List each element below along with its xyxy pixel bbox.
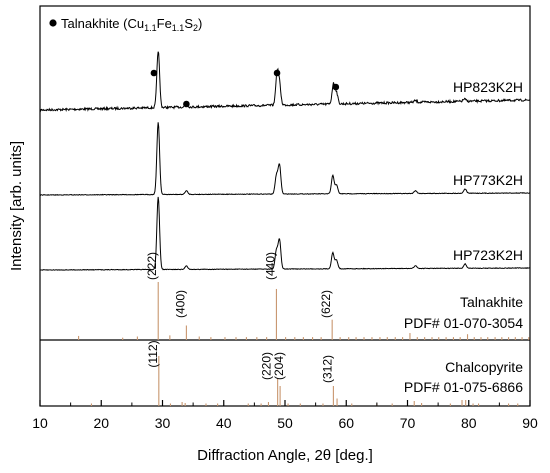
reference-Talnakhite: (222) (400) (440) (622) Talnakhite PDF# 01-07… [78, 252, 530, 340]
talnakhite-peak-marker [150, 69, 158, 77]
legend: Talnakhite (Cu1.1Fe1.1S2) [49, 16, 202, 33]
y-axis-label: Intensity [arb. units] [8, 141, 25, 271]
x-tick-label: 80 [461, 415, 477, 431]
legend-text: Talnakhite (Cu1.1Fe1.1S2) [61, 16, 202, 33]
x-tick-label: 10 [32, 415, 48, 431]
x-tick-label: 20 [93, 415, 109, 431]
hkl-label: (400) [173, 290, 187, 318]
reference-pdf-number: PDF# 01-075-6866 [404, 379, 523, 395]
series-line [39, 196, 531, 271]
x-tick-label: 40 [216, 415, 232, 431]
series-name-label: HP723K2H [453, 247, 523, 263]
series-line [39, 51, 531, 113]
reference-Chalcopyrite: (112) (220)(204) (312) Chalcopyrite PDF# 01-… [90, 340, 523, 406]
reference-pdf-number: PDF# 01-070-3054 [404, 315, 523, 331]
hkl-label: (220) [260, 352, 274, 380]
talnakhite-peak-marker [183, 100, 190, 108]
plot-frame [39, 5, 531, 407]
hkl-label: (312) [320, 355, 334, 383]
series-name-label: HP773K2H [453, 172, 523, 188]
talnakhite-peak-marker [332, 83, 340, 91]
x-tick-label: 60 [338, 415, 354, 431]
series-HP723K2H: HP723K2H [39, 196, 531, 271]
legend-marker-icon [49, 19, 57, 27]
series-HP773K2H: HP773K2H [39, 122, 531, 196]
x-tick-label: 90 [522, 415, 538, 431]
reference-name: Talnakhite [460, 294, 523, 310]
x-axis-label: Diffraction Angle, 2θ [deg.] [197, 447, 373, 464]
series-HP823K2H: HP823K2H [39, 51, 531, 113]
hkl-label: (440) [263, 252, 277, 280]
series-name-label: HP823K2H [453, 79, 523, 95]
hkl-label: (204) [272, 352, 286, 380]
series-line [39, 122, 531, 196]
x-tick-label: 70 [400, 415, 416, 431]
hkl-label: (622) [319, 290, 333, 318]
talnakhite-peak-marker [273, 69, 281, 77]
reference-name: Chalcopyrite [445, 359, 523, 375]
x-tick-label: 50 [277, 415, 293, 431]
hkl-label: (112) [146, 340, 160, 367]
x-tick-label: 30 [155, 415, 171, 431]
hkl-label: (222) [145, 252, 159, 280]
